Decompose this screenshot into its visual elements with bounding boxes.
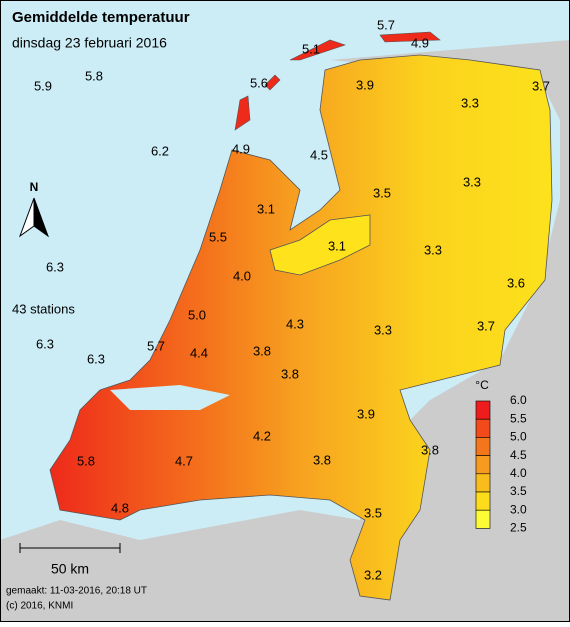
- station-value: 3.3: [461, 95, 479, 110]
- legend-swatch: [475, 437, 491, 456]
- legend-swatch: [475, 400, 491, 420]
- legend-tick-label: 2.5: [510, 521, 527, 535]
- legend-tick-label: 3.5: [510, 484, 527, 498]
- station-value: 5.8: [85, 68, 103, 83]
- scale-bar: [19, 543, 121, 553]
- legend-tick-label: 3.0: [510, 502, 527, 516]
- station-value: 3.2: [364, 567, 382, 582]
- footer-copyright: (c) 2016, KNMI: [6, 601, 73, 612]
- legend-swatch: [475, 491, 491, 511]
- title: Gemiddelde temperatuur: [12, 9, 190, 26]
- legend-swatch: [475, 418, 491, 438]
- islands: [234, 31, 441, 131]
- station-value: 4.3: [286, 316, 304, 331]
- legend-unit: °C: [475, 378, 489, 392]
- land-outside: [0, 40, 570, 622]
- station-value: 4.4: [190, 345, 208, 360]
- station-value: 4.2: [253, 428, 271, 443]
- station-value: 4.9: [232, 141, 250, 156]
- station-value: 4.8: [111, 500, 129, 515]
- station-value: 4.5: [310, 147, 328, 162]
- legend-tick-label: 4.5: [510, 448, 527, 462]
- station-value: 4.7: [175, 453, 193, 468]
- north-arrow-right: [33, 197, 50, 238]
- station-value: 3.8: [253, 343, 271, 358]
- estuary: [110, 385, 230, 410]
- station-value: 4.9: [411, 35, 429, 50]
- station-value: 6.3: [87, 351, 105, 366]
- legend-tick-label: 5.0: [510, 430, 527, 444]
- station-value: 6.2: [151, 143, 169, 158]
- station-value: 4.0: [233, 268, 251, 283]
- station-value: 3.5: [373, 185, 391, 200]
- station-value: 3.6: [507, 275, 525, 290]
- station-count: 43 stations: [12, 301, 75, 316]
- station-value: 3.3: [374, 322, 392, 337]
- legend-swatch: [475, 455, 491, 475]
- subtitle: dinsdag 23 februari 2016: [12, 35, 167, 51]
- legend-tick-label: 5.5: [510, 411, 527, 425]
- station-value: 3.1: [257, 201, 275, 216]
- station-value: 5.0: [188, 307, 206, 322]
- station-value: 3.1: [328, 238, 346, 253]
- station-value: 6.3: [36, 336, 54, 351]
- legend-tick-label: 4.0: [510, 466, 527, 480]
- station-value: 3.8: [281, 366, 299, 381]
- footer-made: gemaakt: 11-03-2016, 20:18 UT: [6, 586, 147, 597]
- station-value: 3.5: [364, 505, 382, 520]
- station-value: 3.3: [463, 174, 481, 189]
- station-value: 3.7: [532, 78, 550, 93]
- station-value: 5.6: [250, 75, 268, 90]
- station-value: 5.9: [34, 78, 52, 93]
- netherlands: [49, 54, 553, 601]
- legend-swatch: [475, 509, 491, 529]
- station-value: 3.7: [477, 318, 495, 333]
- flevoland: [269, 214, 371, 276]
- legend-tick-label: 6.0: [510, 393, 527, 407]
- station-value: 3.3: [424, 242, 442, 257]
- station-value: 5.7: [377, 17, 395, 32]
- station-value: 5.8: [77, 453, 95, 468]
- station-value: 5.1: [302, 41, 320, 56]
- station-value: 3.9: [357, 406, 375, 421]
- station-value: 3.9: [356, 77, 374, 92]
- scale-label: 50 km: [51, 561, 89, 577]
- station-value: 3.8: [313, 452, 331, 467]
- station-value: 5.7: [147, 338, 165, 353]
- station-value: 3.8: [421, 442, 439, 457]
- station-value: 6.3: [46, 259, 64, 274]
- legend-swatch: [475, 473, 491, 493]
- station-value: 5.5: [209, 229, 227, 244]
- north-label: N: [30, 180, 39, 194]
